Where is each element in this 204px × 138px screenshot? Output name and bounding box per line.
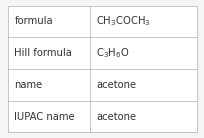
- Text: CH$_3$COCH$_3$: CH$_3$COCH$_3$: [96, 14, 150, 28]
- Text: formula: formula: [14, 16, 53, 26]
- Text: acetone: acetone: [96, 80, 136, 90]
- Text: acetone: acetone: [96, 112, 136, 122]
- Text: name: name: [14, 80, 42, 90]
- Text: C$_3$H$_6$O: C$_3$H$_6$O: [96, 46, 129, 60]
- Text: Hill formula: Hill formula: [14, 48, 72, 58]
- Text: IUPAC name: IUPAC name: [14, 112, 75, 122]
